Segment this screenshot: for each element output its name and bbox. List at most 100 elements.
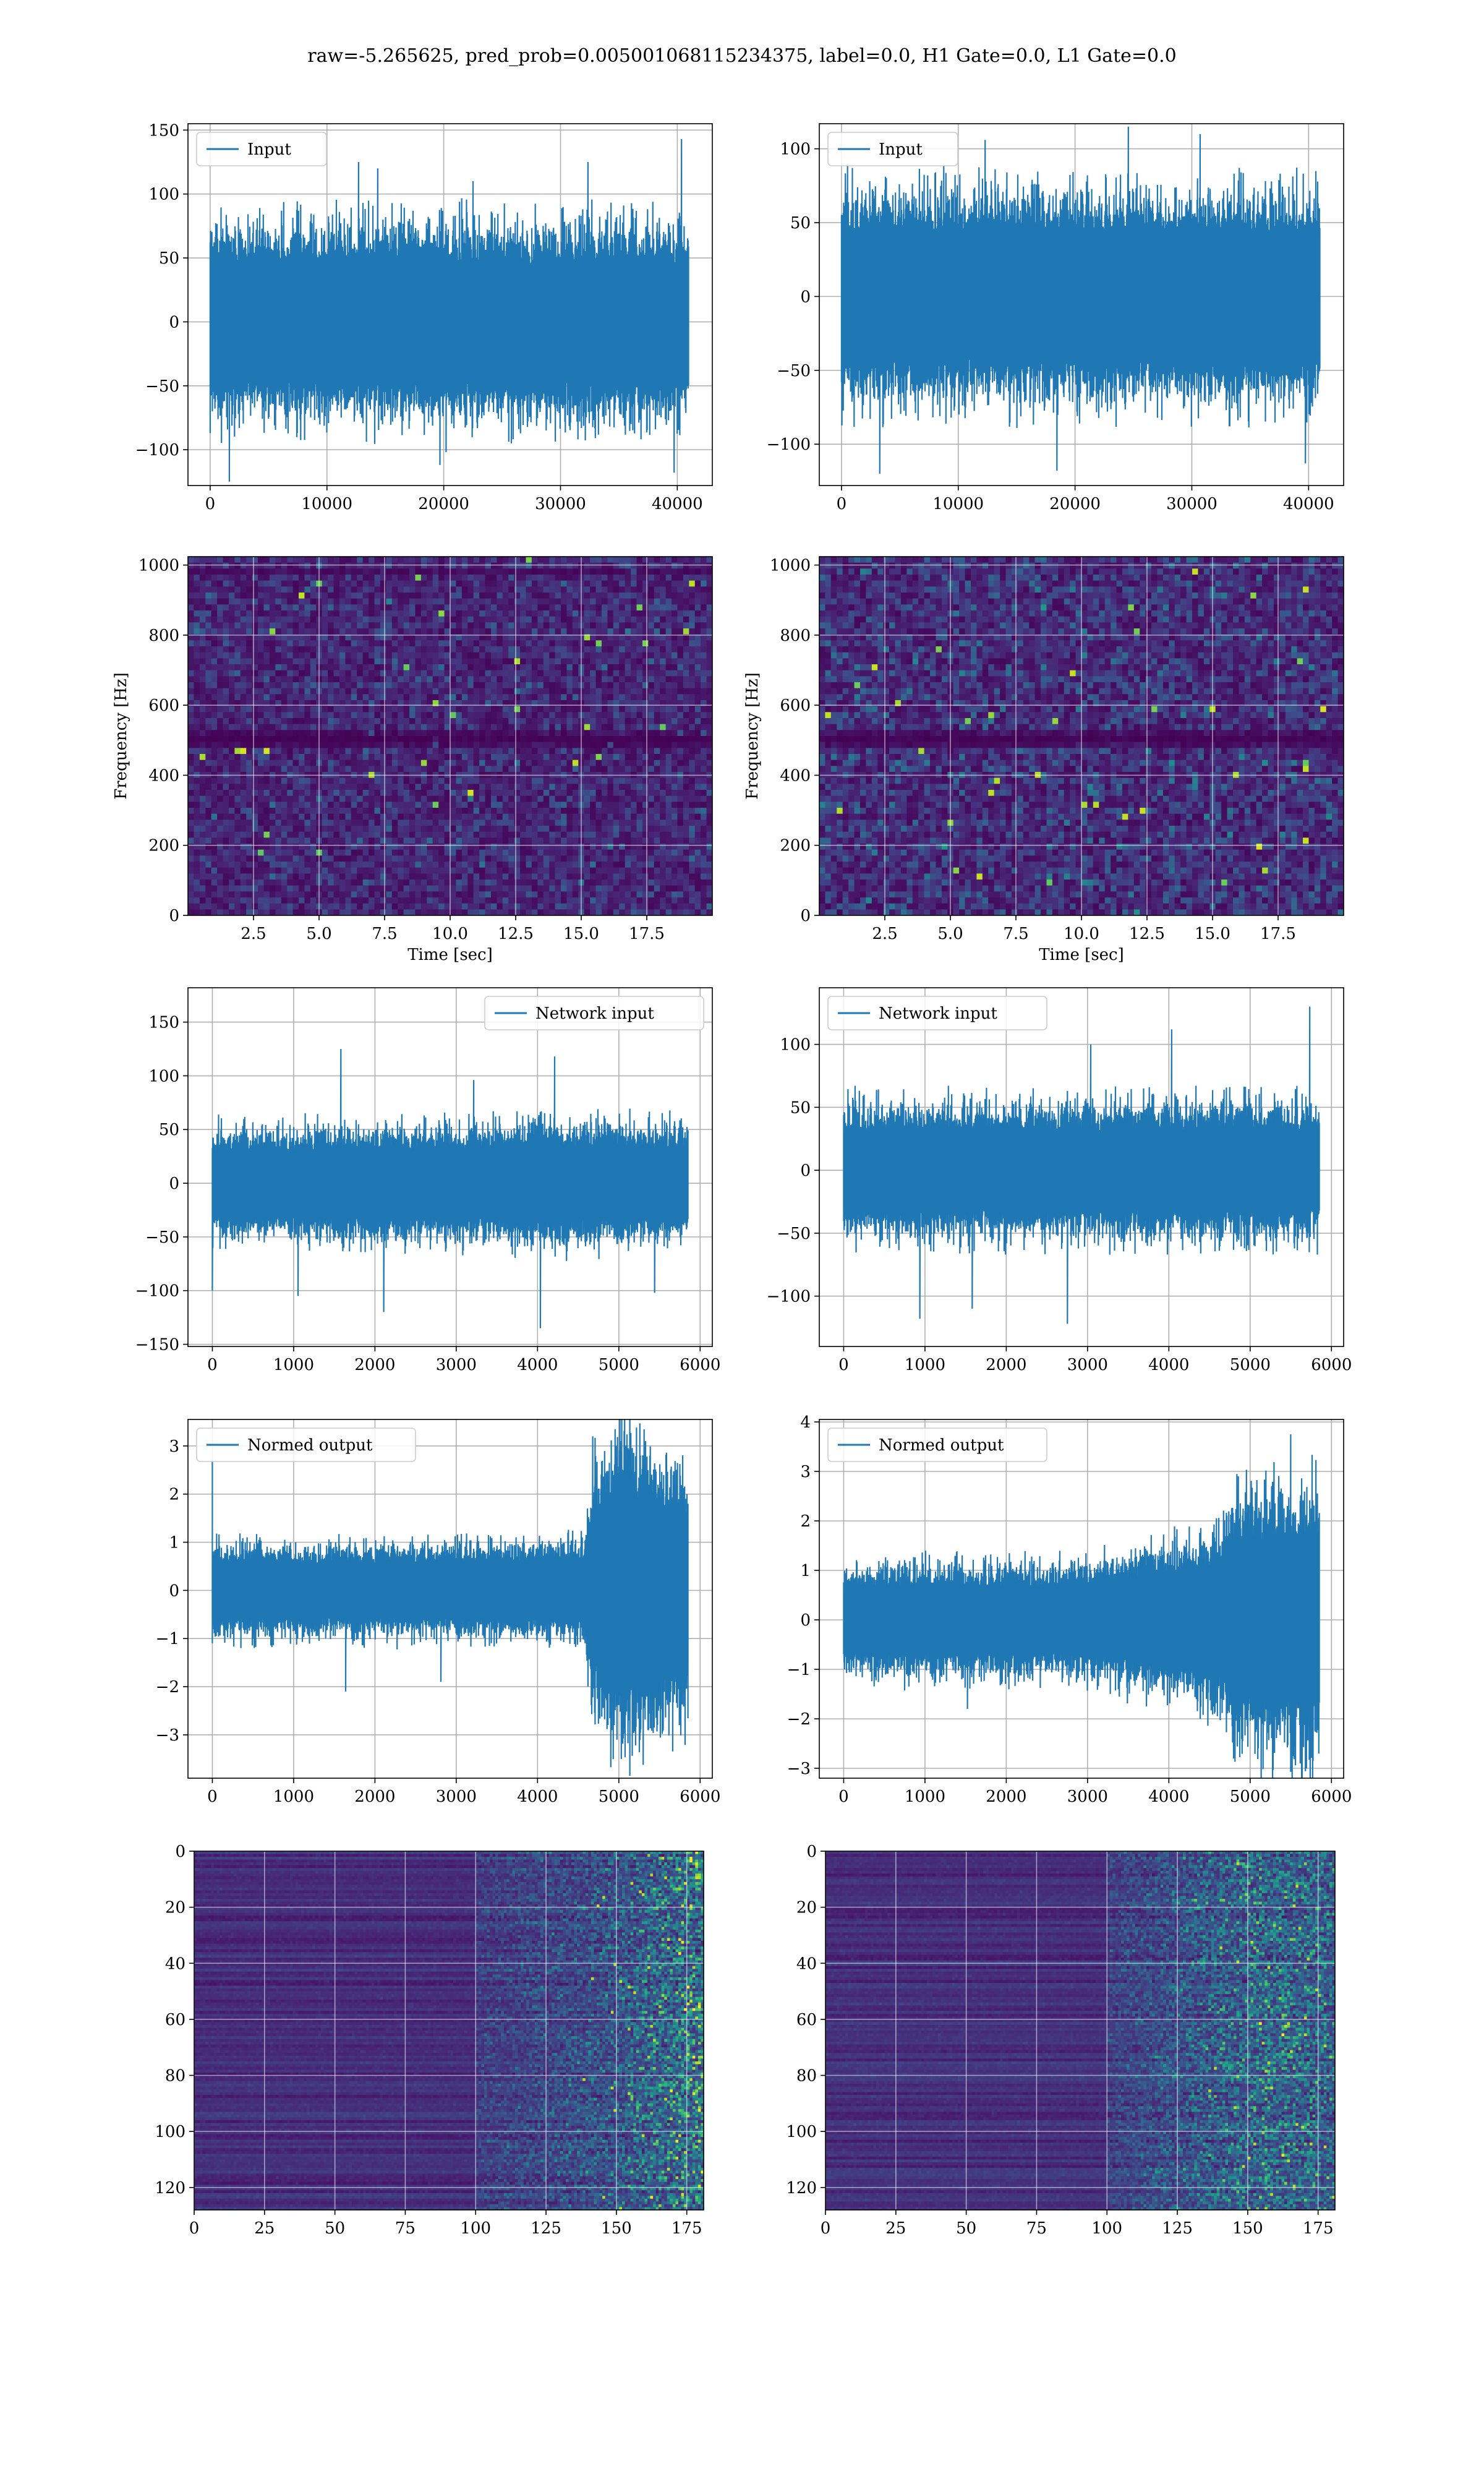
feature-map-l1-image <box>825 1851 1335 2210</box>
input-h1-ytick-label: 50 <box>159 249 179 268</box>
input-l1-xtick-label: 10000 <box>932 495 984 513</box>
network-input-h1-ytick-label: 100 <box>148 1067 179 1085</box>
normed-output-l1-legend-label: Normed output <box>879 1436 1004 1455</box>
input-h1-ytick-label: 150 <box>148 121 179 140</box>
network-input-h1-xtick-label: 4000 <box>517 1356 558 1374</box>
network-input-l1-xtick-label: 3000 <box>1067 1356 1108 1374</box>
feature-map-h1-ytick-label: 100 <box>155 2123 186 2141</box>
normed-output-l1-ytick-label: −3 <box>787 1760 811 1778</box>
normed-output-h1-ytick-label: 2 <box>169 1486 179 1504</box>
feature-map-l1-ytick-label: 0 <box>806 1843 817 1861</box>
feature-map-l1-xtick-label: 25 <box>885 2219 906 2238</box>
normed-output-l1-series-core <box>843 1541 1320 1698</box>
network-input-h1-ytick-label: −100 <box>135 1282 179 1301</box>
input-l1-xtick-label: 40000 <box>1283 495 1334 513</box>
network-input-h1-xtick-label: 0 <box>207 1356 218 1374</box>
normed-output-l1-xtick-label: 2000 <box>986 1787 1026 1806</box>
network-input-h1-xtick-label: 1000 <box>273 1356 314 1374</box>
feature-map-h1-axes-frame <box>194 1851 704 2211</box>
input-l1-xtick-label: 0 <box>837 495 847 513</box>
feature-map-h1-xtick-label: 125 <box>531 2219 561 2238</box>
spectrogram-h1-ylabel: Frequency [Hz] <box>112 672 130 800</box>
input-h1-xtick-label: 30000 <box>535 495 586 513</box>
spectrogram-l1-xtick-label: 7.5 <box>1003 925 1028 943</box>
spectrogram-h1-xtick-label: 10.0 <box>432 925 468 943</box>
normed-output-h1-xtick-label: 0 <box>207 1787 218 1806</box>
network-input-h1-legend-label: Network input <box>535 1004 654 1023</box>
network-input-l1-xtick-label: 6000 <box>1311 1356 1352 1374</box>
input-l1-ytick-label: 100 <box>780 140 811 159</box>
normed-output-l1-legend <box>827 1427 1047 1462</box>
network-input-l1-ytick-label: 0 <box>800 1162 811 1180</box>
input-h1-xtick-label: 10000 <box>301 495 352 513</box>
feature-map-l1-ytick-label: 100 <box>786 2123 817 2141</box>
network-input-h1-xtick-label: 3000 <box>436 1356 477 1374</box>
network-input-l1-xtick-label: 4000 <box>1148 1356 1189 1374</box>
network-input-l1-xtick-label: 2000 <box>986 1356 1026 1374</box>
input-h1-panel: 0 10000 20000 30000 40000 −100 −50 0 50 100 150 Inp… <box>135 121 713 513</box>
normed-output-h1-legend <box>196 1427 416 1462</box>
network-input-l1-xtick-label: 1000 <box>905 1356 945 1374</box>
network-input-l1-xtick-label: 0 <box>838 1356 849 1374</box>
spectrogram-l1-xtick-label: 12.5 <box>1129 925 1165 943</box>
spectrogram-h1-xtick-label: 15.0 <box>563 925 599 943</box>
input-l1-ytick-label: −50 <box>777 362 811 380</box>
network-input-l1-ytick-label: −100 <box>767 1288 811 1306</box>
spectrogram-h1-ytick-label: 600 <box>148 696 179 715</box>
normed-output-l1-ytick-label: −2 <box>787 1710 811 1729</box>
feature-map-l1-panel: 0 25 50 75 100 125 150 175 0 20 40 60 80 100 120 <box>786 1843 1336 2238</box>
feature-map-l1-ytick-label: 80 <box>796 2067 817 2086</box>
feature-map-h1-xtick-label: 175 <box>672 2219 702 2238</box>
spectrogram-l1-xtick-label: 2.5 <box>872 925 897 943</box>
network-input-h1-ytick-label: 0 <box>169 1175 179 1193</box>
normed-output-l1-xtick-label: 1000 <box>905 1787 945 1806</box>
spectrogram-l1-xtick-label: 10.0 <box>1064 925 1099 943</box>
network-input-h1-ytick-label: −50 <box>145 1228 179 1247</box>
spectrogram-h1-xlabel: Time [sec] <box>407 946 493 964</box>
network-input-h1-ytick-label: 150 <box>148 1014 179 1032</box>
feature-map-h1-ytick-label: 120 <box>155 2179 186 2198</box>
spectrogram-h1-panel: 2.5 5.0 7.5 10.0 12.5 15.0 17.5 0 200 400 600 800 10… <box>112 556 713 964</box>
spectrogram-l1-ytick-label: 800 <box>780 627 811 645</box>
network-input-l1-panel: 0 1000 2000 3000 4000 5000 6000 −100 −50 0 50 100 Ne… <box>767 987 1352 1374</box>
feature-map-l1-xtick-label: 125 <box>1162 2219 1193 2238</box>
feature-map-h1-xtick-label: 0 <box>189 2219 200 2238</box>
spectrogram-h1-ytick-label: 800 <box>148 627 179 645</box>
spectrogram-h1-ytick-label: 400 <box>148 766 179 785</box>
spectrogram-l1-ytick-label: 600 <box>780 696 811 715</box>
network-input-l1-series-core <box>843 1132 1320 1209</box>
normed-output-h1-xtick-label: 6000 <box>680 1787 720 1806</box>
input-l1-legend <box>827 132 958 166</box>
feature-map-h1-panel: 0 25 50 75 100 125 150 175 0 20 40 60 80 100 120 <box>155 1843 704 2238</box>
normed-output-h1-xtick-label: 3000 <box>436 1787 477 1806</box>
normed-output-h1-ytick-label: −2 <box>156 1678 179 1697</box>
feature-map-h1-xtick-label: 50 <box>325 2219 345 2238</box>
network-input-l1-legend-label: Network input <box>879 1004 997 1023</box>
normed-output-l1-xtick-label: 5000 <box>1230 1787 1271 1806</box>
spectrogram-l1-panel: 2.5 5.0 7.5 10.0 12.5 15.0 17.5 0 200 400 600 800 10… <box>743 556 1344 964</box>
feature-map-h1-ytick-label: 60 <box>165 2011 186 2029</box>
feature-map-h1-ytick-label: 40 <box>165 1954 186 1973</box>
feature-map-h1-image <box>194 1851 704 2210</box>
normed-output-h1-panel: 0 1000 2000 3000 4000 5000 6000 −3 −2 −1 0 1 2 3 Norme… <box>156 1419 720 1806</box>
network-input-h1-axes-frame <box>187 987 713 1347</box>
feature-map-l1-xtick-label: 100 <box>1091 2219 1122 2238</box>
spectrogram-l1-xtick-label: 17.5 <box>1260 925 1296 943</box>
normed-output-l1-ytick-label: 3 <box>800 1463 811 1481</box>
spectrogram-l1-xtick-label: 15.0 <box>1195 925 1230 943</box>
network-input-l1-axes-frame <box>819 987 1344 1347</box>
input-l1-xtick-label: 20000 <box>1049 495 1101 513</box>
normed-output-l1-ytick-label: 4 <box>800 1413 811 1432</box>
input-l1-ytick-label: −100 <box>767 435 811 454</box>
feature-map-l1-xtick-label: 0 <box>821 2219 831 2238</box>
feature-map-l1-ytick-label: 40 <box>796 1954 817 1973</box>
feature-map-h1-ytick-label: 20 <box>165 1899 186 1917</box>
normed-output-l1-axes-frame <box>819 1419 1344 1779</box>
normed-output-h1-xtick-label: 5000 <box>599 1787 639 1806</box>
normed-output-h1-ytick-label: −1 <box>156 1630 179 1648</box>
feature-map-l1-xtick-label: 75 <box>1026 2219 1047 2238</box>
network-input-h1-xtick-label: 2000 <box>354 1356 395 1374</box>
normed-output-h1-legend-label: Normed output <box>247 1436 373 1455</box>
feature-map-l1-ytick-label: 60 <box>796 2011 817 2029</box>
normed-output-h1-ytick-label: 1 <box>169 1534 179 1552</box>
